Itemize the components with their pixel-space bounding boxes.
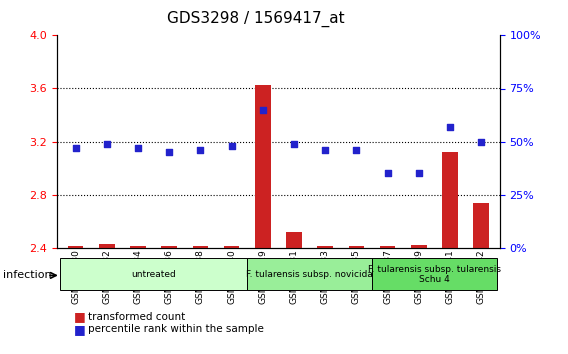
Bar [349,246,364,248]
Text: infection: infection [3,270,52,280]
Point [258,107,268,113]
Point [102,141,111,147]
Bar [318,246,333,248]
Bar [255,85,270,248]
FancyBboxPatch shape [372,258,497,290]
Point [414,171,423,176]
Text: transformed count: transformed count [88,312,185,322]
Point [320,147,329,153]
Text: percentile rank within the sample: percentile rank within the sample [88,324,264,334]
FancyBboxPatch shape [60,258,247,290]
Text: GDS3298 / 1569417_at: GDS3298 / 1569417_at [167,11,344,27]
Point [196,147,205,153]
Text: ■: ■ [74,310,86,323]
Bar [130,246,146,248]
Bar [99,244,115,248]
Point [445,124,454,130]
Bar [68,246,83,248]
Text: ■: ■ [74,323,86,336]
Point [71,145,80,151]
Point [352,147,361,153]
Bar [161,246,177,248]
Text: F. tularensis subsp. tularensis
Schu 4: F. tularensis subsp. tularensis Schu 4 [368,265,501,284]
Point [227,143,236,149]
Bar [411,245,427,248]
Point [477,139,486,144]
Text: untreated: untreated [131,270,176,279]
Bar [224,246,239,248]
Bar [473,202,489,248]
Bar [193,246,208,248]
Point [133,145,143,151]
FancyBboxPatch shape [247,258,372,290]
Text: F. tularensis subsp. novicida: F. tularensis subsp. novicida [246,270,373,279]
Bar [380,246,395,248]
Bar [286,232,302,248]
Point [383,171,392,176]
Point [165,149,174,155]
Bar [442,152,458,248]
Point [289,141,298,147]
